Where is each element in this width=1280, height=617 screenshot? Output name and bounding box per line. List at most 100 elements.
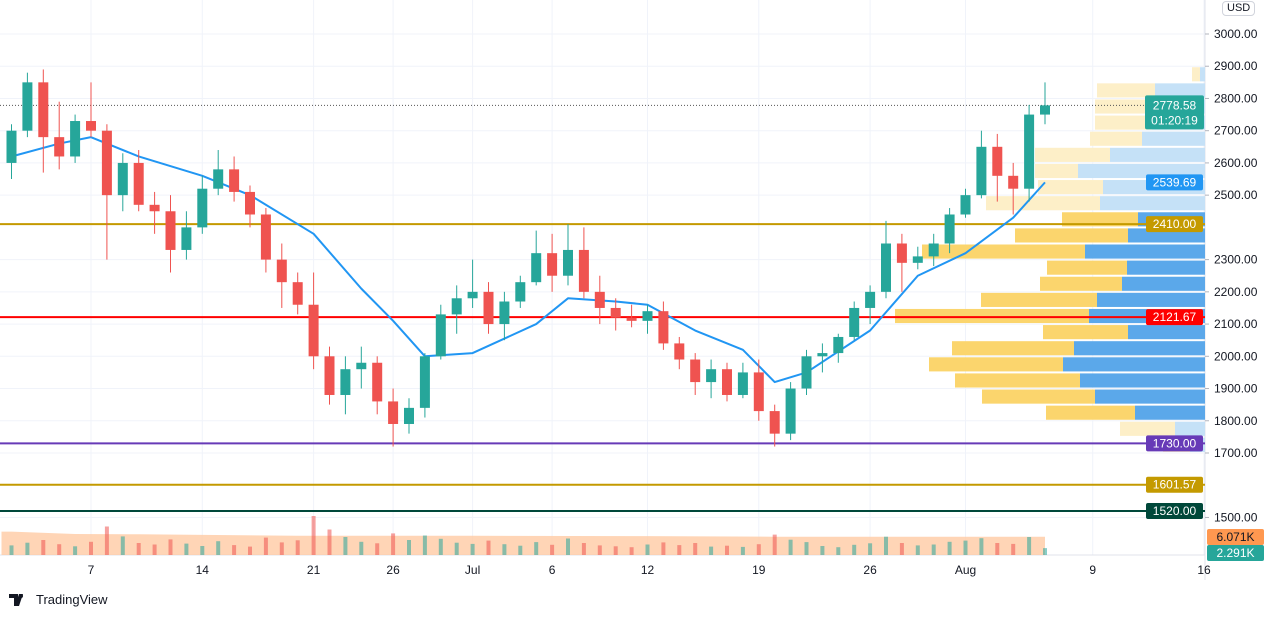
y-tick-label: 3000.00 — [1214, 27, 1258, 41]
candle-body — [245, 191, 255, 215]
candle-body — [1008, 175, 1019, 189]
candle-body — [1040, 105, 1050, 115]
volume-profile-up-bar — [1063, 357, 1205, 372]
volume-bar — [454, 542, 459, 555]
volume-bar — [661, 542, 666, 555]
candle-body — [642, 311, 653, 321]
candle-body — [515, 282, 526, 302]
volume-profile-down-bar — [1046, 405, 1135, 420]
price-chart[interactable]: 3000.00 2900.00 2800.00 2700.00 2600.00 2500.… — [0, 0, 1280, 590]
volume-profile-down-bar — [1090, 131, 1142, 146]
volume-bar — [279, 542, 284, 555]
x-tick-label: 16 — [1197, 563, 1211, 577]
level-tag-label: 2410.00 — [1153, 217, 1197, 231]
volume-bar — [25, 542, 30, 555]
level-tag — [1146, 476, 1203, 493]
candle-body — [578, 249, 589, 292]
candle-body — [737, 372, 748, 395]
level-tag — [1146, 216, 1203, 233]
volume-profile-up-bar — [1175, 421, 1205, 436]
volume-bar — [947, 541, 952, 555]
volume-bar — [550, 544, 555, 555]
volume-profile-down-bar — [1062, 212, 1138, 227]
level-tag — [1146, 503, 1203, 520]
volume-profile-down-bar — [1035, 163, 1078, 179]
candle-body — [213, 169, 224, 189]
candle-body — [563, 249, 573, 276]
ma-value-tag — [1146, 174, 1203, 191]
moving-average-line — [11, 136, 1046, 384]
volume-profile-down-bar — [1040, 276, 1122, 291]
candle-body — [419, 356, 430, 408]
y-tick-label: 2100.00 — [1214, 317, 1258, 331]
candle-body — [817, 353, 828, 357]
volume-bar — [613, 546, 618, 555]
volume-profile-down-bar — [1095, 99, 1152, 114]
candle-body — [292, 282, 303, 305]
volume-bar — [995, 543, 1000, 555]
volume-bar — [677, 545, 682, 555]
volume-bar — [534, 542, 539, 555]
countdown-label: 01:20:19 — [1151, 113, 1198, 127]
volume-tag — [1207, 545, 1264, 561]
volume-profile-down-bar — [1043, 325, 1128, 340]
candle-body — [276, 259, 287, 283]
volume-profile-up-bar — [1110, 147, 1205, 162]
volume-profile-up-bar — [1085, 244, 1205, 259]
candle-body — [976, 146, 987, 196]
volume-profile-down-bar — [1120, 421, 1175, 436]
volume-bar — [963, 540, 968, 555]
y-tick-label: 2500.00 — [1214, 188, 1258, 202]
volume-profile-up-bar — [1142, 131, 1205, 146]
candle-body — [658, 311, 669, 344]
volume-bar — [407, 540, 411, 555]
volume-bar — [391, 533, 396, 555]
candle-body — [86, 121, 96, 131]
volume-bar — [9, 545, 14, 555]
candle-body — [22, 82, 33, 131]
currency-label[interactable]: USD — [1222, 1, 1256, 16]
candle-body — [340, 369, 351, 395]
candle-body — [356, 362, 367, 370]
volume-profile-up-bar — [1200, 67, 1205, 82]
volume-bar — [200, 546, 205, 555]
volume-bar — [248, 546, 252, 555]
volume-bar — [41, 540, 46, 555]
volume-profile-down-bar — [982, 389, 1095, 404]
volume-profile-down-bar — [952, 341, 1074, 356]
volume-bar — [597, 545, 602, 555]
volume-profile-up-bar — [1095, 389, 1205, 404]
volume-profile-up-bar — [1100, 196, 1205, 211]
volume-profile-up-bar — [1122, 276, 1205, 291]
tradingview-logo[interactable]: TradingView — [9, 592, 108, 607]
volume-bar — [884, 536, 888, 555]
y-tick-label: 2300.00 — [1214, 253, 1258, 267]
level-tag — [1146, 435, 1203, 452]
volume-bar — [152, 544, 157, 555]
candle-body — [753, 372, 764, 412]
candle-body — [706, 369, 717, 383]
volume-bar — [868, 543, 873, 555]
volume-profile-down-bar — [1192, 67, 1200, 82]
volume-bar — [502, 544, 507, 555]
candle-body — [260, 214, 271, 260]
volume-profile-down-bar — [895, 308, 1089, 324]
candle-body — [1024, 114, 1035, 189]
candle-body — [960, 195, 971, 215]
volume-profile-down-bar — [955, 373, 1080, 388]
candle-body — [483, 291, 494, 325]
volume-bar — [899, 543, 904, 555]
volume-bar — [836, 547, 841, 555]
volume-ma-area — [1, 531, 1045, 555]
volume-bar — [232, 545, 237, 555]
last-price-tag — [1145, 95, 1204, 130]
candle-body — [70, 121, 81, 157]
volume-profile-down-bar — [1047, 260, 1127, 275]
candle-body — [451, 298, 462, 315]
volume-profile-down-bar — [1015, 228, 1128, 243]
volume-bar — [629, 547, 634, 555]
candle-body — [324, 356, 335, 395]
volume-profile-up-bar — [1080, 373, 1205, 388]
candle-body — [6, 130, 17, 163]
candle-body — [865, 291, 876, 308]
